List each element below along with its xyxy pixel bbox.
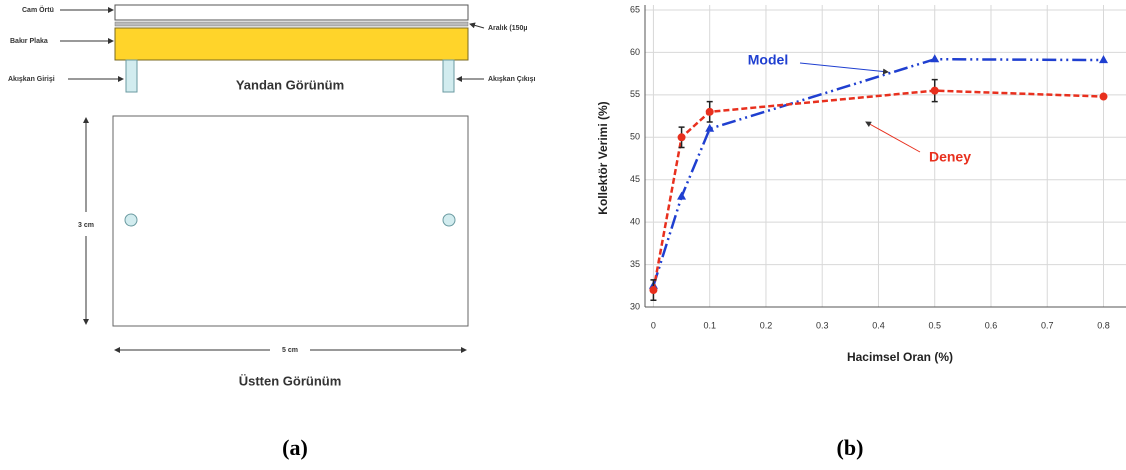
label: Bakır Plaka [10, 38, 48, 45]
point [1099, 92, 1108, 101]
legend-label: Deney [929, 149, 971, 165]
diagram: Cam Örtü Bakır Plaka Akışkan Girişi Aral… [8, 4, 536, 388]
x-tick-label: 0.2 [760, 320, 773, 330]
dimension-label: 3 cm [78, 222, 94, 229]
view-title: Üstten Görünüm [239, 373, 342, 388]
x-tick-label: 0.8 [1097, 320, 1110, 330]
glass-cover [114, 4, 469, 21]
outlet-pipe [442, 59, 455, 93]
point [677, 133, 686, 142]
x-tick-label: 0.7 [1041, 320, 1054, 330]
x-tick-label: 0.4 [872, 320, 885, 330]
point [930, 86, 939, 95]
point [930, 54, 940, 63]
point [677, 191, 687, 200]
x-tick-label: 0.1 [703, 320, 716, 330]
inlet-hole [124, 213, 138, 227]
view-title: Yandan Görünüm [236, 77, 344, 92]
x-axis-label: Hacimsel Oran (%) [847, 350, 953, 364]
point [705, 107, 714, 116]
x-tick-label: 0.5 [928, 320, 941, 330]
copper-plate [114, 27, 469, 61]
y-axis-label: Kollektör Verimi (%) [596, 101, 610, 214]
y-tick-label: 55 [630, 89, 640, 99]
point [1098, 55, 1108, 64]
plot-area [645, 5, 1126, 307]
y-tick-label: 50 [630, 132, 640, 142]
y-tick-label: 35 [630, 259, 640, 269]
label: Cam Örtü [22, 5, 54, 14]
annotation-arrow [865, 121, 921, 153]
x-tick-label: 0.3 [816, 320, 829, 330]
point [705, 123, 715, 132]
y-tick-label: 30 [630, 301, 640, 311]
y-tick-label: 45 [630, 174, 640, 184]
x-tick-label: 0 [651, 320, 656, 330]
label: Aralık (150µ [488, 25, 527, 32]
arrow [469, 22, 485, 29]
outlet-hole [442, 213, 456, 227]
y-tick-label: 65 [630, 4, 640, 14]
x-tick-label: 0.6 [985, 320, 998, 330]
annotation-arrow [799, 62, 889, 75]
gap [114, 21, 469, 27]
point [649, 286, 658, 295]
panel-label: (a) [282, 435, 308, 460]
series-line [652, 57, 1104, 287]
panel-label: (b) [837, 435, 864, 460]
top-plate [112, 115, 469, 327]
chart: 30 35 40 45 50 55 60 65 0 0.1 0.2 0.3 0.4 0.5 0.6 0.7 0.… [596, 4, 1126, 364]
inlet-pipe [125, 59, 138, 93]
y-tick-label: 60 [630, 47, 640, 57]
legend-label: Model [748, 52, 788, 68]
dimension-label: 5 cm [282, 347, 298, 354]
y-tick-label: 40 [630, 217, 640, 227]
label: Akışkan Girişi [8, 76, 55, 83]
label: Akışkan Çıkışı [488, 76, 536, 83]
